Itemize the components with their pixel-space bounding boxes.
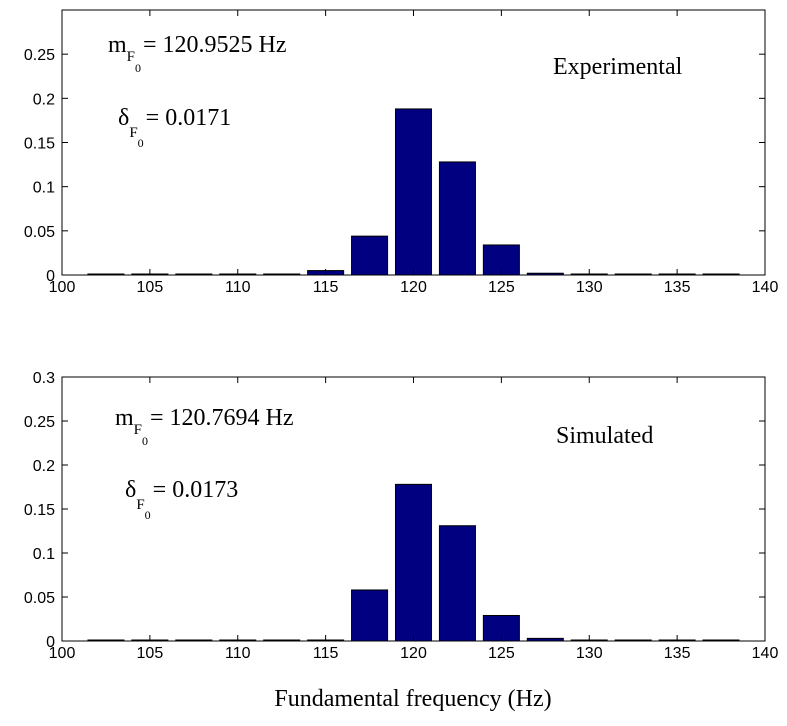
delta-prefix: δ: [125, 477, 136, 503]
delta-sub: F: [136, 497, 144, 513]
mean-annotation: mF0= 120.7694 Hz: [115, 405, 294, 448]
y-tick-label: 0.1: [33, 180, 55, 197]
bar: [351, 235, 389, 276]
mean-sub: F: [127, 49, 135, 65]
x-tick-label: 120: [400, 645, 427, 662]
bar: [394, 483, 433, 642]
mean-subsub: 0: [135, 61, 141, 75]
x-tick-label: 125: [488, 645, 515, 662]
x-tick-label: 105: [137, 279, 164, 296]
x-tick-label: 120: [400, 279, 427, 296]
x-tick-label: 130: [576, 645, 603, 662]
delta-annotation: δF0= 0.0171: [118, 105, 231, 150]
delta-sub: F: [129, 125, 137, 141]
x-axis-label: Fundamental frequency (Hz): [274, 686, 551, 712]
y-tick-label: 0.1: [33, 546, 55, 563]
mean-prefix: m: [108, 32, 127, 58]
x-tick-label: 125: [488, 279, 515, 296]
simulated-panel: 100 105 110 115 120 125 130 135 140 0 0.05 0.1 0.15 0…: [24, 370, 779, 662]
x-tick-label: 140: [752, 279, 779, 296]
y-tick-label: 0.15: [24, 136, 55, 153]
y-tick-label: 0: [46, 268, 55, 285]
delta-subsub: 0: [138, 136, 144, 150]
experimental-panel: 100 105 110 115 120 125 130 135 140 0 0.05 0.1 0.15 0…: [24, 9, 779, 296]
mean-sub: F: [134, 422, 142, 438]
y-tick-label: 0.3: [33, 370, 55, 387]
x-tick-label: 100: [49, 645, 76, 662]
bars-group: [87, 108, 740, 276]
ticks-group: 100 105 110 115 120 125 130 135 140 0 0.05 0.1 0.15 0…: [24, 370, 779, 662]
delta-value: = 0.0173: [153, 477, 239, 503]
bar: [351, 589, 389, 642]
x-tick-label: 100: [49, 279, 76, 296]
series-label: Simulated: [556, 423, 653, 449]
delta-annotation: δF0= 0.0173: [125, 477, 238, 522]
y-tick-label: 0.2: [33, 458, 55, 475]
mean-value: = 120.7694 Hz: [150, 405, 294, 431]
bars-group: [87, 483, 740, 642]
mean-subsub: 0: [142, 434, 148, 448]
mean-annotation: mF0= 120.9525 Hz: [108, 32, 287, 75]
delta-value: = 0.0171: [146, 105, 232, 131]
y-tick-label: 0.05: [24, 590, 55, 607]
x-tick-label: 110: [225, 645, 251, 662]
bar: [438, 525, 476, 642]
x-tick-label: 115: [313, 279, 339, 296]
x-tick-label: 105: [137, 645, 164, 662]
bar: [438, 161, 476, 276]
bar: [394, 108, 433, 276]
ticks-group: 100 105 110 115 120 125 130 135 140 0 0.05 0.1 0.15 0…: [24, 10, 779, 296]
delta-prefix: δ: [118, 105, 129, 131]
delta-subsub: 0: [145, 508, 151, 522]
y-tick-label: 0.25: [24, 47, 55, 64]
series-label: Experimental: [553, 54, 683, 80]
mean-prefix: m: [115, 405, 134, 431]
y-tick-label: 0.2: [33, 91, 55, 108]
x-tick-label: 140: [752, 645, 779, 662]
y-tick-label: 0.15: [24, 502, 55, 519]
x-tick-label: 115: [313, 645, 339, 662]
y-tick-label: 0.05: [24, 224, 55, 241]
x-tick-label: 135: [664, 645, 691, 662]
y-tick-label: 0: [46, 634, 55, 651]
x-tick-label: 130: [576, 279, 603, 296]
x-tick-label: 110: [225, 279, 251, 296]
mean-value: = 120.9525 Hz: [143, 32, 287, 58]
y-tick-label: 0.25: [24, 414, 55, 431]
x-tick-label: 135: [664, 279, 691, 296]
